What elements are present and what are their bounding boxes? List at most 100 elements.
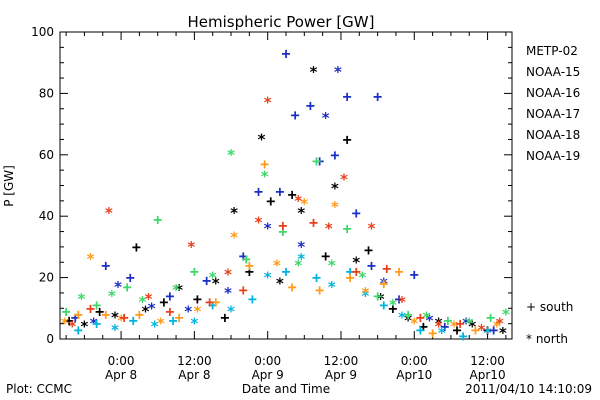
data-points: + *+ *+*+*+*+*+*+*+**+*+*+*+* + * + * + *+ *+*+*+… (60, 44, 510, 344)
legend-entry-noaa-17: NOAA-17 (526, 107, 580, 121)
data-point-metp-02: + (132, 238, 141, 256)
data-point-noaa-19: * (434, 318, 443, 336)
x-tick-label-time: 12:00 (470, 354, 505, 368)
data-point-metp-02: * (309, 63, 318, 81)
data-point-noaa-19: + (120, 309, 129, 327)
data-point-metp-02: + (193, 290, 202, 308)
chart-title: Hemispheric Power [GW] (188, 13, 375, 31)
data-point-noaa-19: * (477, 321, 486, 339)
data-point-noaa-15: + (306, 97, 315, 115)
data-point-noaa-16: * (297, 250, 306, 268)
data-point-noaa-18: * (117, 312, 126, 330)
data-point-noaa-17: + (404, 305, 413, 323)
y-tick-label: 100 (31, 25, 54, 39)
data-point-metp-02: * (275, 275, 284, 293)
data-point-noaa-17: + (153, 210, 162, 228)
data-point-noaa-18: + (379, 275, 388, 293)
footer-right: 2011/04/10 14:10:09 (465, 382, 592, 396)
footer-left: Plot: CCMC (6, 382, 72, 396)
x-tick-label-date: Apr10 (470, 368, 506, 382)
data-point-noaa-17: + (343, 219, 352, 237)
data-point-noaa-16: + (208, 296, 217, 314)
x-tick-label-date: Apr 8 (178, 368, 210, 382)
y-tick-label: 0 (46, 332, 54, 346)
data-point-noaa-18: + (346, 269, 355, 287)
data-point-metp-02: + (159, 293, 168, 311)
data-point-noaa-15: * (89, 315, 98, 333)
data-point-metp-02: * (110, 309, 119, 327)
x-tick-label-date: Apr 9 (325, 368, 357, 382)
data-point-noaa-16: + (129, 312, 138, 330)
data-point-metp-02: * (175, 281, 184, 299)
data-point-noaa-18: * (60, 315, 69, 333)
data-point-noaa-16: * (437, 324, 446, 342)
data-point-noaa-19: + (456, 315, 465, 333)
y-tick-label: 60 (39, 148, 54, 162)
data-point-noaa-17: * (172, 281, 181, 299)
data-point-metp-02: * (376, 290, 385, 308)
data-point-noaa-17: * (208, 269, 217, 287)
data-point-metp-02: * (230, 204, 239, 222)
x-tick-label-date: Apr 8 (105, 368, 137, 382)
data-point-noaa-17: + (373, 287, 382, 305)
data-point-noaa-17: * (358, 269, 367, 287)
data-point-noaa-17: * (294, 256, 303, 274)
data-point-noaa-18: + (394, 262, 403, 280)
data-point-noaa-15: + (367, 256, 376, 274)
data-point-noaa-17: * (260, 167, 269, 185)
data-point-noaa-19: + (352, 262, 361, 280)
y-tick-label: 40 (39, 209, 54, 223)
data-point-noaa-15: * (147, 299, 156, 317)
x-tick-label-date: Apr10 (396, 368, 432, 382)
data-point-noaa-17: * (465, 315, 474, 333)
data-point-noaa-19: * (104, 204, 113, 222)
data-point-metp-02: * (211, 275, 220, 293)
x-tick-label-time: 12:00 (177, 354, 212, 368)
x-axis-label: Date and Time (242, 382, 330, 396)
data-point-noaa-19: + (165, 302, 174, 320)
data-point-metp-02: + (343, 130, 352, 148)
data-point-noaa-16: + (416, 321, 425, 339)
data-point-metp-02: * (498, 324, 507, 342)
data-point-metp-02: + (388, 299, 397, 317)
data-point-noaa-15: + (352, 204, 361, 222)
data-point-metp-02: + (245, 262, 254, 280)
data-point-noaa-16: * (398, 309, 407, 327)
data-point-noaa-19: * (367, 219, 376, 237)
data-point-noaa-15: + (202, 272, 211, 290)
data-point-noaa-17: + (242, 250, 251, 268)
data-point-noaa-16: * (483, 324, 492, 342)
data-point-metp-02: + (364, 241, 373, 259)
data-point-noaa-15: + (254, 183, 263, 201)
data-point-noaa-19: * (263, 94, 272, 112)
data-point-noaa-17: + (486, 309, 495, 327)
data-point-noaa-19: * (495, 315, 504, 333)
data-point-noaa-18: + (211, 293, 220, 311)
data-point-noaa-15: + (126, 269, 135, 287)
data-point-noaa-16: + (281, 262, 290, 280)
data-point-noaa-15: + (394, 290, 403, 308)
data-point-noaa-19: + (416, 309, 425, 327)
legend-entry-noaa-15: NOAA-15 (526, 65, 580, 79)
data-point-noaa-15: + (239, 247, 248, 265)
data-point-noaa-15: + (281, 44, 290, 62)
data-point-metp-02: + (483, 321, 492, 339)
y-tick-label: 20 (39, 271, 54, 285)
data-point-noaa-17: * (107, 287, 116, 305)
data-point-noaa-19: + (278, 216, 287, 234)
data-point-noaa-18: + (101, 305, 110, 323)
data-point-metp-02: + (95, 302, 104, 320)
data-point-noaa-19: + (239, 281, 248, 299)
data-point-noaa-18: * (230, 229, 239, 247)
data-point-noaa-18: * (330, 198, 339, 216)
data-point-noaa-16: + (459, 327, 468, 345)
data-point-metp-02: * (404, 312, 413, 330)
data-point-noaa-17: + (92, 296, 101, 314)
data-point-noaa-17: + (312, 152, 321, 170)
data-point-noaa-17: * (138, 293, 147, 311)
data-point-metp-02: + (419, 318, 428, 336)
data-point-noaa-17: + (190, 262, 199, 280)
data-point-metp-02: * (80, 318, 89, 336)
data-point-noaa-16: * (361, 287, 370, 305)
